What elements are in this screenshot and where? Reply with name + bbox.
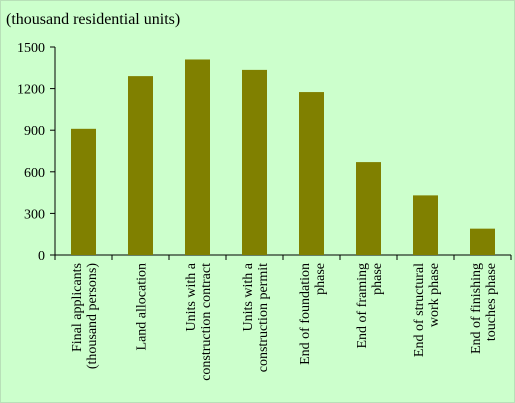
y-tick-label: 0: [38, 249, 45, 264]
x-tick-label: Land allocation: [135, 263, 150, 350]
bar: [128, 76, 153, 256]
bar: [413, 195, 438, 255]
y-tick-label: 300: [24, 207, 45, 222]
y-tick-label: 600: [24, 166, 45, 181]
bar: [242, 69, 267, 255]
y-tick-label: 1200: [17, 83, 45, 98]
bar: [185, 59, 210, 256]
y-tick-label: 1500: [17, 41, 45, 56]
x-tick-label: Final applicants(thousand persons): [70, 263, 100, 369]
x-tick-label: End of foundationphase: [298, 263, 328, 365]
x-tick-label: Units with aconstruction permit: [241, 262, 271, 372]
x-tick-label: End of framingphase: [355, 263, 385, 349]
x-tick-label: End of finishingtouches phase: [469, 263, 499, 354]
y-tick-label: 900: [24, 124, 45, 139]
chart-title: (thousand residential units): [6, 11, 180, 28]
bar: [356, 162, 381, 255]
bar: [470, 228, 495, 255]
bar: [299, 92, 324, 255]
bar: [71, 128, 96, 255]
x-tick-label: Units with aconstruction contract: [184, 262, 214, 381]
x-tick-label: End of structuralwork phase: [412, 263, 442, 357]
